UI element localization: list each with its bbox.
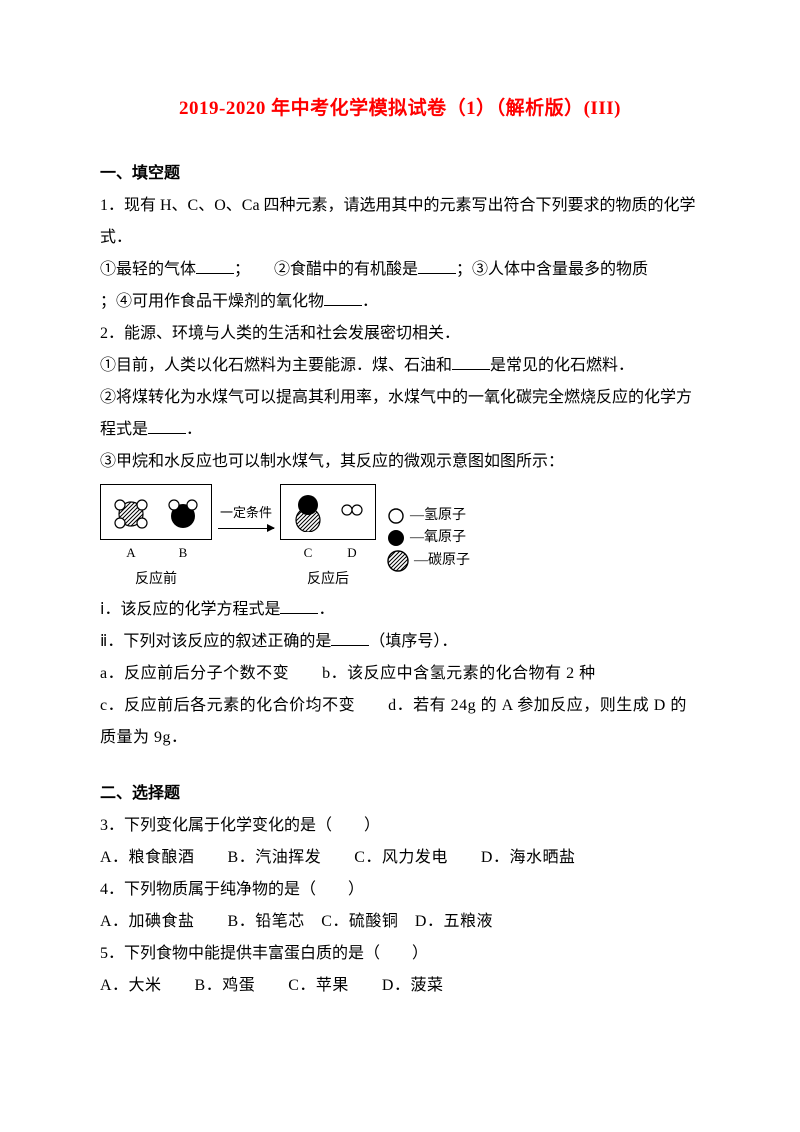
product-labels: C D bbox=[280, 540, 376, 566]
page-title: 2019-2020 年中考化学模拟试卷（1）（解析版）(III) bbox=[100, 90, 700, 128]
q2-stem: 2．能源、环境与人类的生活和社会发展密切相关． bbox=[100, 318, 700, 350]
arrow-icon bbox=[218, 528, 274, 529]
q2-p2: ②将煤转化为水煤气可以提高其利用率，水煤气中的一氧化碳完全燃烧反应的化学方程式是… bbox=[100, 382, 700, 446]
label-C: C bbox=[291, 540, 325, 566]
section-2-heading: 二、选择题 bbox=[100, 778, 700, 810]
q3-stem: 3．下列变化属于化学变化的是（ ） bbox=[100, 810, 700, 842]
molecule-B bbox=[165, 494, 201, 532]
arrow-label: 一定条件 bbox=[220, 500, 272, 526]
q2-opts-1: a．反应前后分子个数不变 b．该反应中含氢元素的化合物有 2 种 bbox=[100, 658, 700, 690]
blank bbox=[148, 417, 186, 434]
label-D: D bbox=[339, 540, 365, 566]
q2-p1-b: 是常见的化石燃料． bbox=[490, 357, 634, 374]
q1-l2-c: ；③人体中含量最多的物质 bbox=[456, 261, 648, 278]
label-B: B bbox=[165, 540, 201, 566]
hatch-circle-icon bbox=[386, 549, 410, 573]
blank bbox=[452, 353, 490, 370]
exam-page: 2019-2020 年中考化学模拟试卷（1）（解析版）(III) 一、填空题 1… bbox=[0, 0, 800, 1132]
reaction-diagram: A B 反应前 一定条件 bbox=[100, 484, 700, 594]
q1-l3-a: ；④可用作食品干燥剂的氧化物 bbox=[100, 293, 324, 310]
legend-o: —氧原子 bbox=[386, 527, 470, 549]
q1-line3: ；④可用作食品干燥剂的氧化物 ． bbox=[100, 286, 700, 318]
q1-l3-b: ． bbox=[362, 293, 378, 310]
label-A: A bbox=[111, 540, 151, 566]
q1-l2-a: ①最轻的气体 bbox=[100, 261, 196, 278]
after-column: C D 反应后 bbox=[280, 484, 376, 594]
reaction-arrow: 一定条件 bbox=[218, 500, 274, 529]
legend-h-label: —氢原子 bbox=[410, 505, 466, 527]
before-caption: 反应前 bbox=[100, 566, 212, 594]
molecule-D bbox=[339, 494, 365, 532]
q3-opts: A．粮食酿酒 B．汽油挥发 C．风力发电 D．海水晒盐 bbox=[100, 842, 700, 874]
q5-stem: 5．下列食物中能提供丰富蛋白质的是（ ） bbox=[100, 938, 700, 970]
water-icon bbox=[165, 494, 201, 532]
spacer bbox=[100, 754, 700, 768]
legend-h: —氢原子 bbox=[386, 505, 470, 527]
blank bbox=[196, 257, 234, 274]
q2-p1-a: ①目前，人类以化石燃料为主要能源．煤、石油和 bbox=[100, 357, 452, 374]
blank bbox=[418, 257, 456, 274]
q2-ii-a: ⅱ．下列对该反应的叙述正确的是 bbox=[100, 633, 331, 650]
methane-icon bbox=[111, 494, 151, 532]
reactant-labels: A B bbox=[100, 540, 212, 566]
q2-i: ⅰ．该反应的化学方程式是 ． bbox=[100, 594, 700, 626]
q2-p2-b: ． bbox=[186, 421, 202, 438]
q2-ii: ⅱ．下列对该反应的叙述正确的是 （填序号）． bbox=[100, 626, 700, 658]
reactants-box bbox=[100, 484, 212, 540]
q2-i-b: ． bbox=[318, 601, 334, 618]
molecule-C bbox=[291, 494, 325, 532]
q1-stem: 1．现有 H、C、O、Ca 四种元素，请选用其中的元素写出符合下列要求的物质的化… bbox=[100, 190, 700, 254]
atom-legend: —氢原子 —氧原子 —碳原子 bbox=[386, 505, 470, 574]
q2-i-a: ⅰ．该反应的化学方程式是 bbox=[100, 601, 280, 618]
legend-c: —碳原子 bbox=[386, 549, 470, 573]
products-box bbox=[280, 484, 376, 540]
blank bbox=[331, 629, 369, 646]
q1-line2: ①最轻的气体 ； ②食醋中的有机酸是 ；③人体中含量最多的物质 bbox=[100, 254, 700, 286]
after-caption: 反应后 bbox=[280, 566, 376, 594]
co-icon bbox=[291, 494, 325, 532]
section-1-heading: 一、填空题 bbox=[100, 158, 700, 190]
q4-opts: A．加碘食盐 B．铅笔芯 C．硫酸铜 D．五粮液 bbox=[100, 906, 700, 938]
legend-c-label: —碳原子 bbox=[414, 550, 470, 572]
legend-o-label: —氧原子 bbox=[410, 527, 466, 549]
before-column: A B 反应前 bbox=[100, 484, 212, 594]
molecule-A bbox=[111, 494, 151, 532]
blank bbox=[280, 597, 318, 614]
open-circle-icon bbox=[386, 506, 406, 526]
q2-opts-2: c．反应前后各元素的化合价均不变 d．若有 24g 的 A 参加反应，则生成 D… bbox=[100, 690, 700, 754]
q2-p3: ③甲烷和水反应也可以制水煤气，其反应的微观示意图如图所示： bbox=[100, 446, 700, 478]
q2-ii-b: （填序号）． bbox=[369, 633, 457, 650]
q5-opts: A．大米 B．鸡蛋 C．苹果 D．菠菜 bbox=[100, 970, 700, 1002]
q1-l2-b: ； ②食醋中的有机酸是 bbox=[234, 261, 418, 278]
q4-stem: 4．下列物质属于纯净物的是（ ） bbox=[100, 874, 700, 906]
q2-p1: ①目前，人类以化石燃料为主要能源．煤、石油和 是常见的化石燃料． bbox=[100, 350, 700, 382]
black-circle-icon bbox=[386, 528, 406, 548]
blank bbox=[324, 289, 362, 306]
h2-icon bbox=[339, 494, 365, 532]
